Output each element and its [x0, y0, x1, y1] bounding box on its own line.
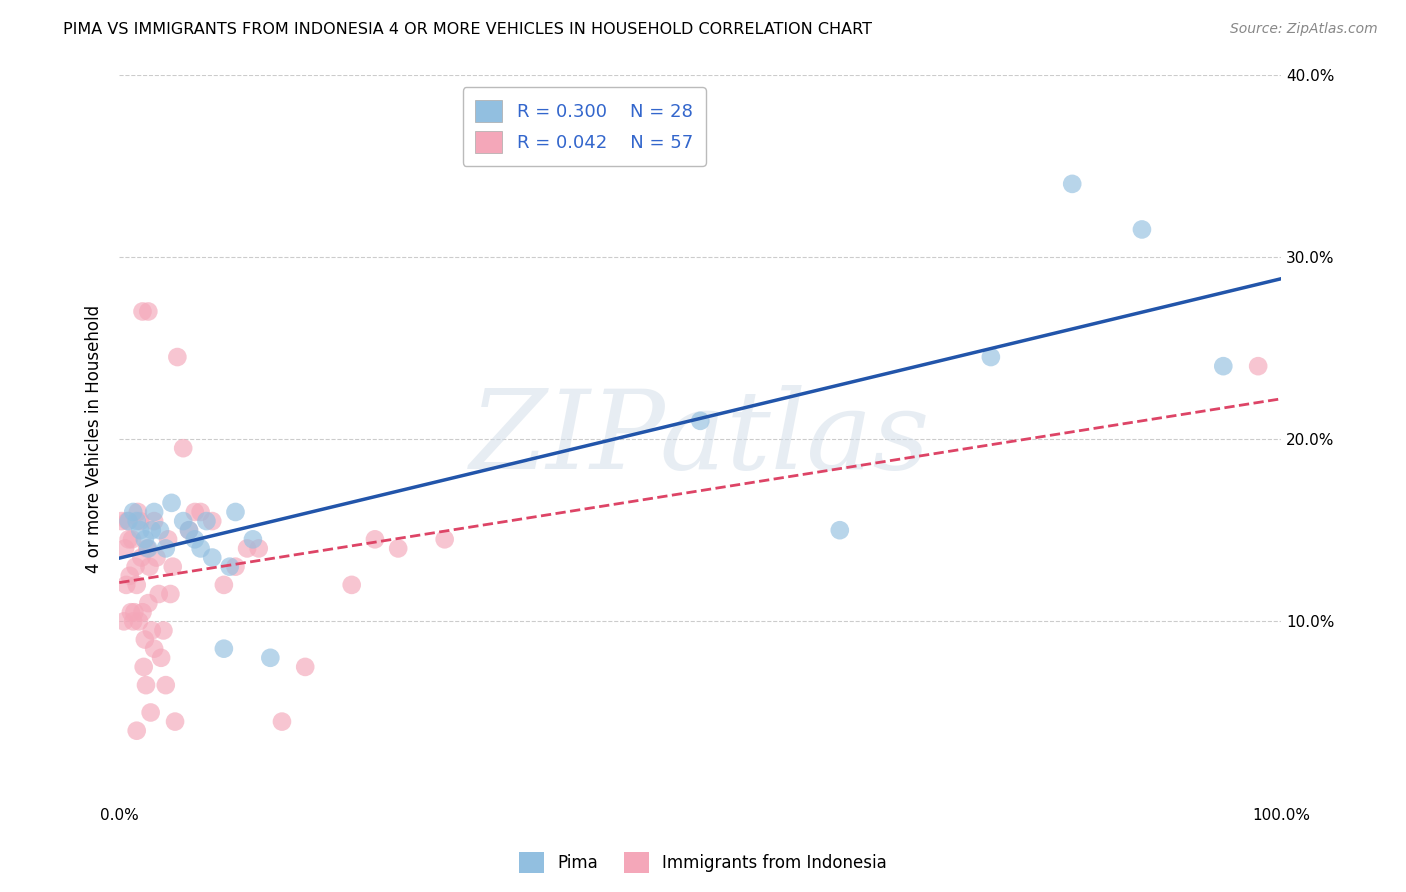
- Point: [131, 550, 153, 565]
- Point: [433, 533, 456, 547]
- Point: [132, 660, 155, 674]
- Point: [828, 523, 851, 537]
- Point: [162, 559, 184, 574]
- Point: [138, 559, 160, 574]
- Point: [1062, 177, 1084, 191]
- Point: [294, 660, 316, 674]
- Point: [141, 523, 163, 537]
- Point: [141, 624, 163, 638]
- Point: [139, 706, 162, 720]
- Point: [271, 714, 294, 729]
- Point: [136, 541, 159, 556]
- Point: [247, 541, 270, 556]
- Point: [224, 559, 246, 574]
- Point: [122, 505, 145, 519]
- Point: [190, 541, 212, 556]
- Point: [127, 505, 149, 519]
- Point: [1130, 222, 1153, 236]
- Point: [387, 541, 409, 556]
- Text: ZIPatlas: ZIPatlas: [470, 385, 931, 492]
- Point: [125, 514, 148, 528]
- Point: [157, 533, 180, 547]
- Legend: Pima, Immigrants from Indonesia: Pima, Immigrants from Indonesia: [513, 846, 893, 880]
- Point: [1247, 359, 1270, 373]
- Point: [114, 541, 136, 556]
- Text: Source: ZipAtlas.com: Source: ZipAtlas.com: [1230, 22, 1378, 37]
- Point: [122, 615, 145, 629]
- Point: [124, 605, 146, 619]
- Point: [129, 523, 152, 537]
- Point: [150, 650, 173, 665]
- Point: [136, 541, 159, 556]
- Point: [165, 714, 187, 729]
- Point: [184, 505, 207, 519]
- Point: [131, 605, 153, 619]
- Point: [125, 578, 148, 592]
- Point: [120, 605, 142, 619]
- Point: [136, 304, 159, 318]
- Point: [190, 505, 212, 519]
- Point: [201, 514, 224, 528]
- Point: [135, 678, 157, 692]
- Point: [121, 533, 143, 547]
- Text: PIMA VS IMMIGRANTS FROM INDONESIA 4 OR MORE VEHICLES IN HOUSEHOLD CORRELATION CH: PIMA VS IMMIGRANTS FROM INDONESIA 4 OR M…: [63, 22, 872, 37]
- Point: [149, 523, 172, 537]
- Point: [129, 514, 152, 528]
- Point: [152, 624, 174, 638]
- Point: [148, 587, 170, 601]
- Point: [134, 632, 156, 647]
- Point: [195, 514, 218, 528]
- Point: [212, 641, 235, 656]
- Point: [172, 514, 194, 528]
- Point: [143, 505, 166, 519]
- Point: [143, 641, 166, 656]
- Point: [172, 441, 194, 455]
- Point: [128, 615, 150, 629]
- Point: [689, 414, 711, 428]
- Point: [155, 541, 177, 556]
- Legend: R = 0.300    N = 28, R = 0.042    N = 57: R = 0.300 N = 28, R = 0.042 N = 57: [463, 87, 706, 166]
- Point: [212, 578, 235, 592]
- Point: [155, 678, 177, 692]
- Point: [117, 533, 139, 547]
- Point: [134, 533, 156, 547]
- Point: [118, 568, 141, 582]
- Point: [115, 578, 138, 592]
- Point: [166, 350, 188, 364]
- Point: [112, 615, 135, 629]
- Point: [143, 514, 166, 528]
- Y-axis label: 4 or more Vehicles in Household: 4 or more Vehicles in Household: [86, 305, 103, 574]
- Point: [259, 650, 281, 665]
- Point: [131, 304, 153, 318]
- Point: [124, 559, 146, 574]
- Point: [184, 533, 207, 547]
- Point: [117, 514, 139, 528]
- Point: [177, 523, 200, 537]
- Point: [159, 587, 181, 601]
- Point: [125, 723, 148, 738]
- Point: [340, 578, 363, 592]
- Point: [224, 505, 246, 519]
- Point: [980, 350, 1002, 364]
- Point: [1212, 359, 1234, 373]
- Point: [160, 496, 183, 510]
- Point: [145, 550, 167, 565]
- Point: [364, 533, 387, 547]
- Point: [242, 533, 264, 547]
- Point: [136, 596, 159, 610]
- Point: [110, 514, 132, 528]
- Point: [218, 559, 240, 574]
- Point: [236, 541, 259, 556]
- Point: [201, 550, 224, 565]
- Point: [117, 514, 139, 528]
- Point: [177, 523, 200, 537]
